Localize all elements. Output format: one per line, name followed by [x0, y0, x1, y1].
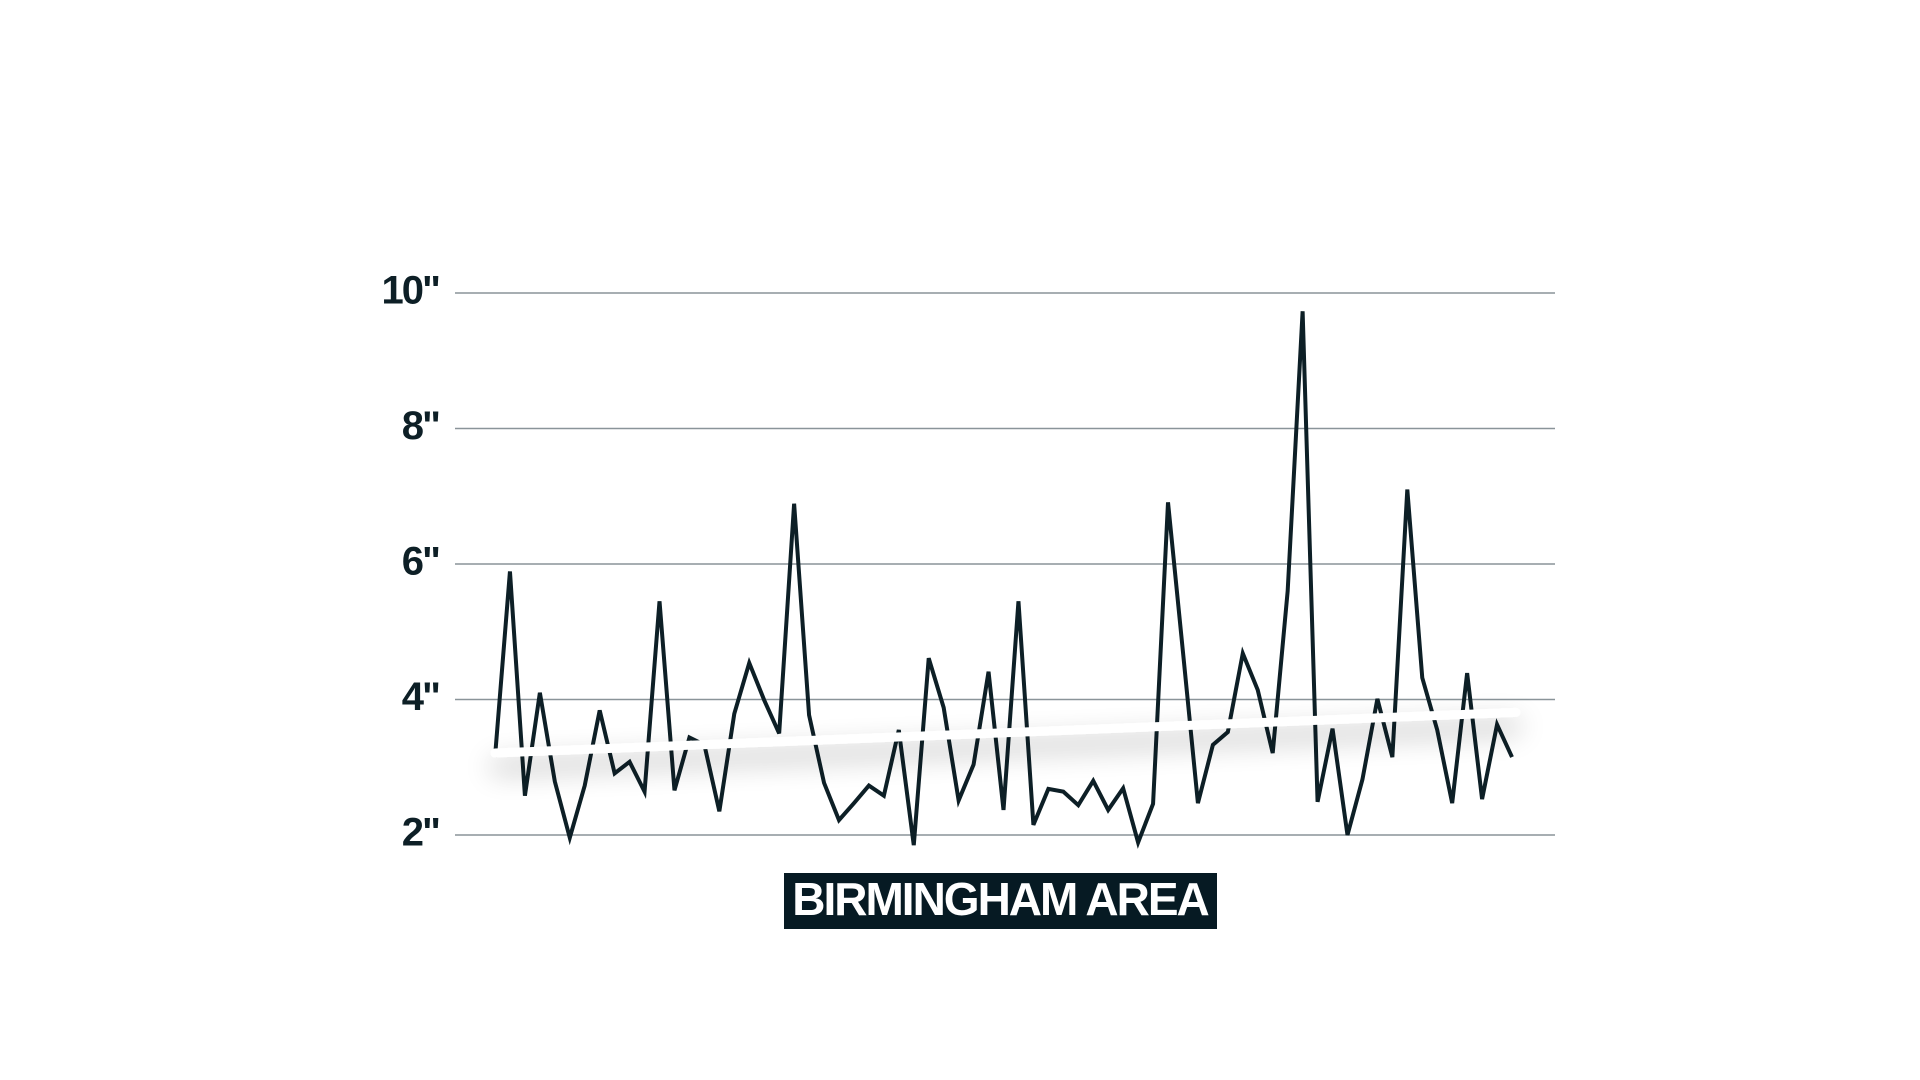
xlabel-box	[784, 873, 1217, 929]
y-tick-label: 8"	[402, 404, 439, 448]
y-tick-label: 6"	[402, 540, 439, 584]
x-axis-label: BIRMINGHAM AREA	[792, 873, 1208, 925]
data-line	[493, 311, 1514, 849]
y-tick-label: 10"	[382, 269, 439, 313]
grid: 2" 4" 6" 8" 10"	[382, 269, 1555, 855]
y-tick-label: 2"	[402, 811, 439, 855]
trend-line	[490, 707, 1521, 758]
plot	[490, 311, 1521, 849]
y-tick-label: 4"	[402, 675, 439, 719]
